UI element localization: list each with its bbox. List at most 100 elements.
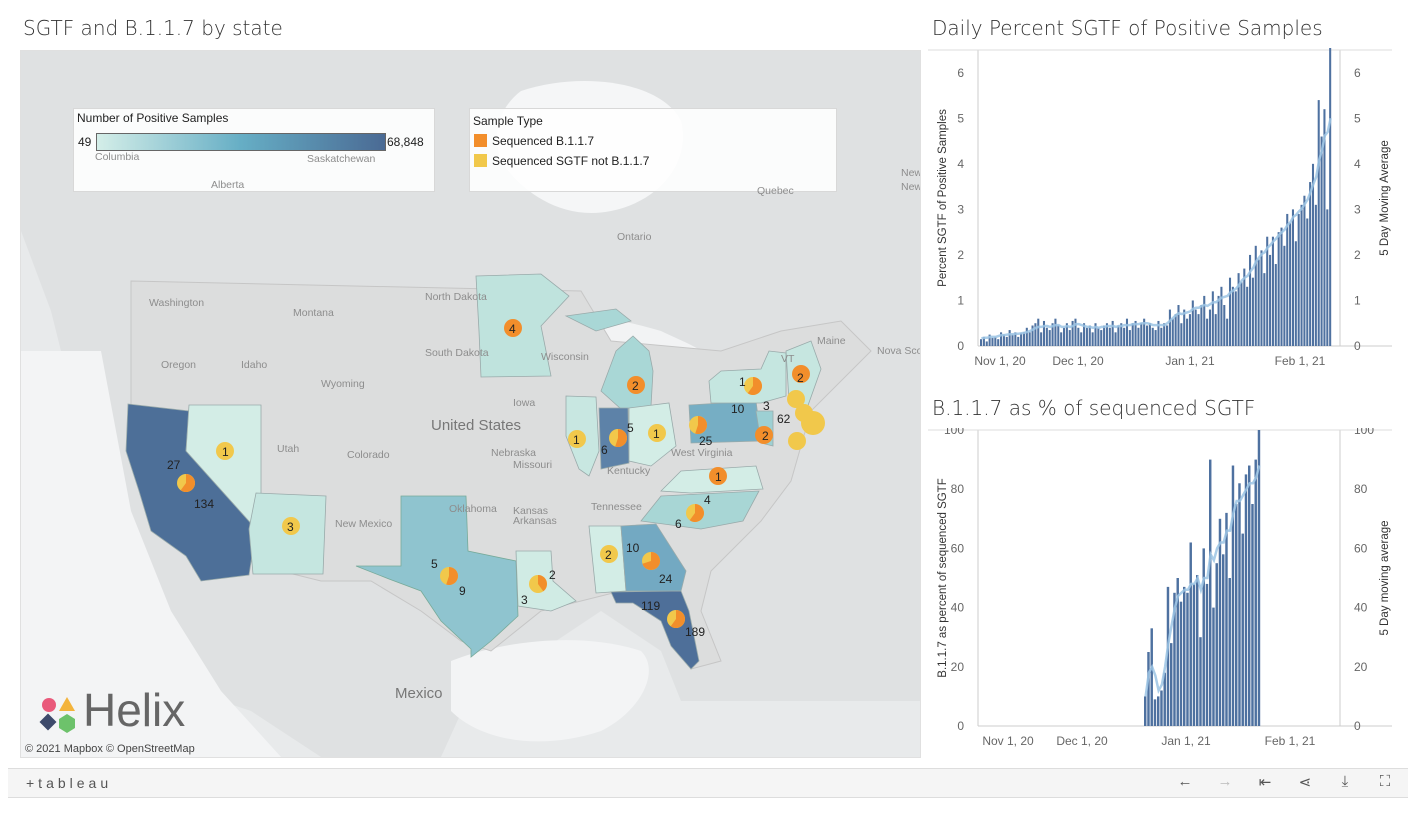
pie-marker-2[interactable] <box>282 517 300 535</box>
pie-marker-5[interactable] <box>529 575 547 593</box>
bar <box>1148 323 1151 346</box>
bar <box>1209 459 1212 726</box>
bar <box>1174 314 1177 346</box>
y2-tick-label: 0 <box>1354 339 1361 353</box>
bar <box>985 341 988 346</box>
bar <box>1091 332 1094 346</box>
bar <box>1170 643 1173 726</box>
bar <box>1277 232 1280 346</box>
download-icon: ⤓ <box>1341 773 1349 790</box>
bar <box>1186 592 1189 726</box>
y-tick-label: 60 <box>951 541 965 555</box>
bar <box>1269 254 1272 346</box>
pie-marker-10[interactable] <box>744 377 763 396</box>
pie-count-label: 1 <box>653 427 660 441</box>
bar <box>1220 286 1223 346</box>
pie-marker-4[interactable] <box>440 567 458 585</box>
bar <box>1222 554 1225 726</box>
bar <box>1111 320 1114 346</box>
bar <box>1212 607 1215 726</box>
y-tick-label: 20 <box>951 660 965 674</box>
pie-base <box>504 319 522 337</box>
pie-marker-7[interactable] <box>609 429 628 447</box>
share-button[interactable]: ⋖ <box>1294 773 1316 791</box>
y2-axis-title: 5 Day Moving Average <box>1379 140 1391 256</box>
bar <box>1317 100 1320 346</box>
bar <box>1068 330 1071 346</box>
bar <box>1249 254 1252 346</box>
bar <box>1128 330 1131 346</box>
bar <box>1314 204 1317 346</box>
bar <box>1168 309 1171 346</box>
pie-marker-9[interactable] <box>627 376 645 394</box>
bar <box>1294 241 1297 346</box>
bar <box>1114 332 1117 346</box>
chart2-panel: 0 0 20 20 40 40 60 60 80 80 100 100 B.1.1.7 as perce… <box>928 423 1394 758</box>
pie-marker-11[interactable] <box>689 416 708 435</box>
pie-marker-12[interactable] <box>755 426 773 444</box>
revert-button[interactable]: ⇤ <box>1254 773 1276 791</box>
y-tick-label: 4 <box>957 157 964 171</box>
bar <box>1163 323 1166 346</box>
pie-marker-large-1[interactable] <box>788 432 806 450</box>
download-button[interactable]: ⤓ <box>1334 773 1356 790</box>
map-label-maine: Maine <box>817 335 846 347</box>
pacific <box>21 351 281 757</box>
bar <box>1254 459 1257 726</box>
pie-count-label: 3 <box>763 399 770 413</box>
x-tick-label: Feb 1, 21 <box>1275 354 1326 368</box>
pie-marker-8[interactable] <box>648 424 666 442</box>
bar <box>1194 309 1197 346</box>
pie-marker-13[interactable] <box>792 365 810 383</box>
redo-button[interactable]: → <box>1214 773 1236 790</box>
bar <box>1083 323 1086 346</box>
color-legend-gradient <box>96 133 386 151</box>
bar <box>1160 327 1163 346</box>
pie-marker-14[interactable] <box>787 390 805 408</box>
x-tick-label: Jan 1, 21 <box>1161 734 1211 748</box>
sgtf-label: Sequenced SGTF not B.1.1.7 <box>492 154 650 168</box>
pie-marker-3[interactable] <box>504 319 522 337</box>
bar <box>1254 245 1257 346</box>
pie-marker-1[interactable] <box>177 474 195 493</box>
bar <box>1088 325 1091 346</box>
pie-marker-16[interactable] <box>709 467 727 485</box>
bar <box>1197 314 1200 346</box>
pie-marker-20[interactable] <box>667 610 686 628</box>
bar <box>1123 327 1126 346</box>
map-attribution[interactable]: © 2021 Mapbox © OpenStreetMap <box>25 743 195 755</box>
bar <box>1171 318 1174 346</box>
bar <box>1231 286 1234 346</box>
bar <box>1143 318 1146 346</box>
bar <box>1020 333 1023 346</box>
map-panel[interactable]: Number of Positive Samples 49 68,848 Sam… <box>20 50 921 758</box>
pie-count-label: 10 <box>731 402 745 416</box>
state-minnesota <box>475 273 570 378</box>
pie-marker-large-0[interactable] <box>801 411 825 435</box>
bar <box>1085 327 1088 346</box>
map-label-iowa: Iowa <box>513 397 536 409</box>
bar <box>1243 268 1246 346</box>
x-tick-label: Nov 1, 20 <box>974 354 1026 368</box>
map-label-wisconsin: Wisconsin <box>541 351 589 363</box>
bar <box>1183 309 1186 346</box>
y2-tick-label: 100 <box>1354 428 1374 437</box>
bar <box>1037 318 1040 346</box>
undo-button[interactable]: ← <box>1174 773 1196 790</box>
bar <box>1228 578 1231 726</box>
bar <box>1166 325 1169 346</box>
pie-marker-19[interactable] <box>642 552 661 570</box>
bar <box>1196 575 1199 726</box>
bar <box>1157 696 1160 726</box>
bar <box>1263 273 1266 346</box>
y-tick-label: 80 <box>951 482 965 496</box>
pie-marker-18[interactable] <box>600 545 618 563</box>
fullscreen-button[interactable]: ⛶ <box>1374 773 1396 790</box>
map-label-montana: Montana <box>293 307 334 319</box>
pie-marker-0[interactable] <box>216 442 234 460</box>
helix-logo-mark <box>39 696 75 733</box>
tableau-logo[interactable]: +tableau <box>26 775 113 791</box>
pie-marker-6[interactable] <box>568 430 586 448</box>
x-tick-label: Dec 1, 20 <box>1056 734 1108 748</box>
pie-marker-17[interactable] <box>686 504 704 522</box>
